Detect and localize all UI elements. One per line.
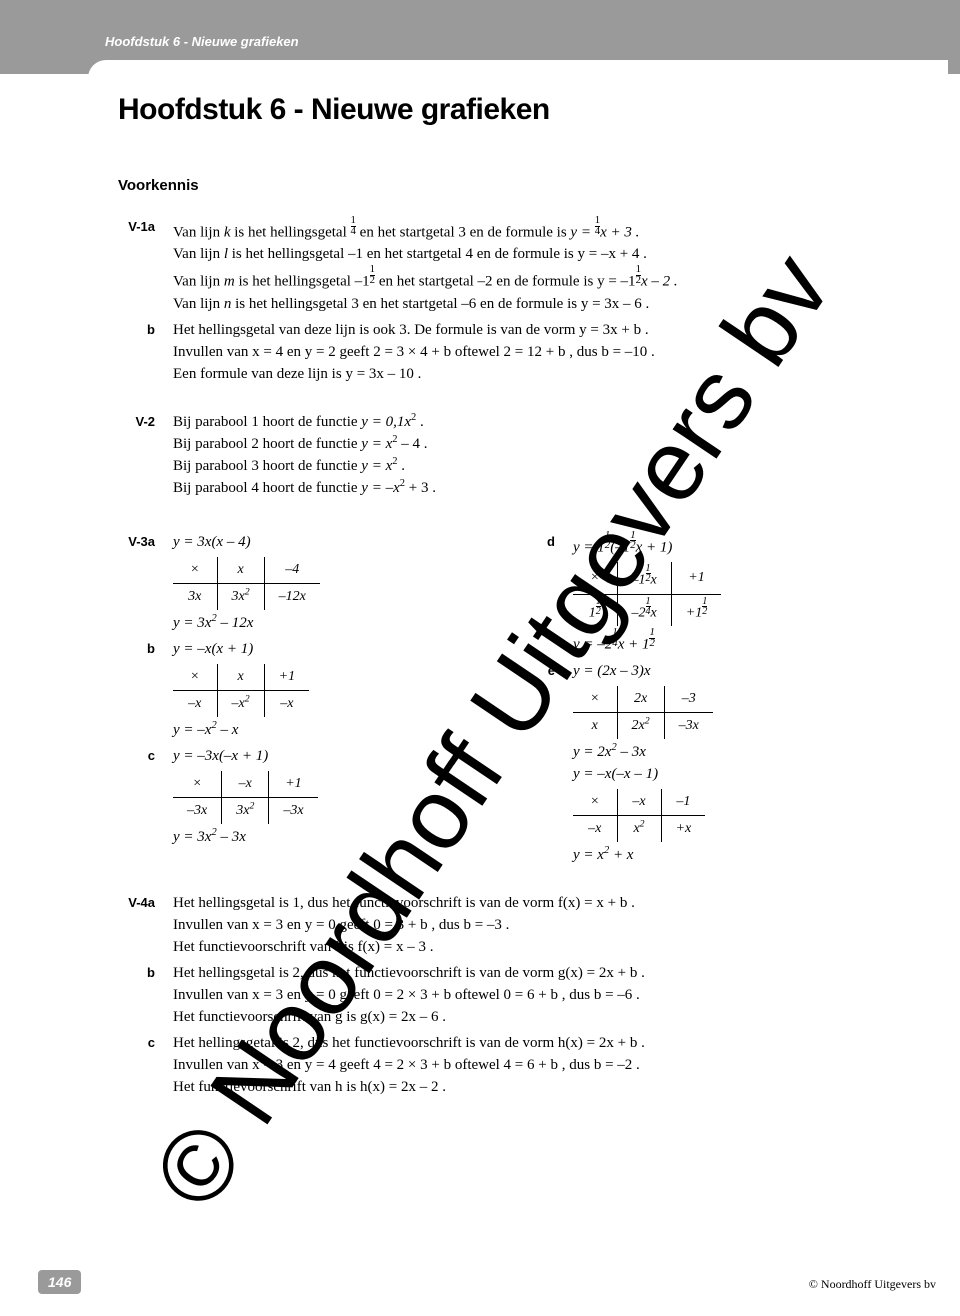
v3c-table: ×–x+1 –3x3x2–3x	[173, 771, 318, 824]
v1a-line3: Van lijn m is het hellingsgetal –112 en …	[173, 265, 918, 292]
v3a-head: y = 3x(x – 4)	[173, 531, 508, 553]
v3b-head: y = –x(x + 1)	[173, 638, 508, 660]
label-v3e: e	[518, 660, 573, 866]
v4b-line3: Het functievoorschrift van g is g(x) = 2…	[173, 1006, 918, 1028]
v3e-table2: ×–x–1 –xx2+x	[573, 789, 705, 842]
body-v4c: Het hellingsgetal is 2, dus het functiev…	[173, 1032, 918, 1098]
v3d-head: y = 112(–112x + 1)	[573, 531, 908, 558]
v3c-result: y = 3x2 – 3x	[173, 826, 508, 848]
body-v1b: Het hellingsgetal van deze lijn is ook 3…	[173, 319, 918, 385]
block-v4c: c Het hellingsgetal is 2, dus het functi…	[118, 1032, 918, 1098]
block-v1a: V-1a Van lijn k is het hellingsgetal 14 …	[118, 216, 918, 315]
section-heading: Voorkennis	[118, 177, 918, 194]
body-v3a: y = 3x(x – 4) ×x–4 3x3x2–12x y = 3x2 – 1…	[173, 531, 518, 634]
v3b-result: y = –x2 – x	[173, 719, 508, 741]
page-number: 146	[38, 1270, 81, 1294]
v3c-head: y = –3x(–x + 1)	[173, 745, 508, 767]
label-v4c: c	[118, 1032, 173, 1098]
body-v3c: y = –3x(–x + 1) ×–x+1 –3x3x2–3x y = 3x2 …	[173, 745, 518, 848]
v3e-extra: y = –x(–x – 1)	[573, 763, 908, 785]
page-title: Hoofdstuk 6 - Nieuwe grafieken	[118, 93, 918, 127]
v3e-result2: y = x2 + x	[573, 844, 908, 866]
label-v1b: b	[118, 319, 173, 385]
v1b-line2: Invullen van x = 4 en y = 2 geeft 2 = 3 …	[173, 341, 918, 363]
v2-line4: Bij parabool 4 hoort de functie y = –x2 …	[173, 477, 918, 499]
label-v4b: b	[118, 962, 173, 1028]
v2-line2: Bij parabool 2 hoort de functie y = x2 –…	[173, 433, 918, 455]
v4c-line2: Invullen van x = 3 en y = 4 geeft 4 = 2 …	[173, 1054, 918, 1076]
label-v2: V-2	[118, 411, 173, 499]
label-v3a: V-3a	[118, 531, 173, 634]
v4c-line3: Het functievoorschrift van h is h(x) = 2…	[173, 1076, 918, 1098]
label-v1a: V-1a	[118, 216, 173, 315]
v4b-line1: Het hellingsgetal is 2, dus het functiev…	[173, 962, 918, 984]
running-head: Hoofdstuk 6 - Nieuwe grafieken	[105, 34, 299, 49]
body-v3e: y = (2x – 3)x ×2x–3 x2x2–3x y = 2x2 – 3x…	[573, 660, 918, 866]
v4a-line2: Invullen van x = 3 en y = 0 geeft 0 = 3 …	[173, 914, 918, 936]
v3d-result: y = –214x + 112	[573, 628, 908, 655]
body-v1a: Van lijn k is het hellingsgetal 14 en he…	[173, 216, 918, 315]
body-v4a: Het hellingsgetal is 1, dus het functiev…	[173, 892, 918, 958]
v4c-line1: Het hellingsgetal is 2, dus het functiev…	[173, 1032, 918, 1054]
label-v3b: b	[118, 638, 173, 741]
v1b-line3: Een formule van deze lijn is y = 3x – 10…	[173, 363, 918, 385]
v4a-line3: Het functievoorschrift van f is f(x) = x…	[173, 936, 918, 958]
v2-line1: Bij parabool 1 hoort de functie y = 0,1x…	[173, 411, 918, 433]
v3e-table: ×2x–3 x2x2–3x	[573, 686, 713, 739]
block-v1b: b Het hellingsgetal van deze lijn is ook…	[118, 319, 918, 385]
v3e-head: y = (2x – 3)x	[573, 660, 908, 682]
v1b-line1: Het hellingsgetal van deze lijn is ook 3…	[173, 319, 918, 341]
body-v2: Bij parabool 1 hoort de functie y = 0,1x…	[173, 411, 918, 499]
block-v4b: b Het hellingsgetal is 2, dus het functi…	[118, 962, 918, 1028]
v3a-result: y = 3x2 – 12x	[173, 612, 508, 634]
v1a-line1: Van lijn k is het hellingsgetal 14 en he…	[173, 216, 918, 243]
block-v3: V-3a y = 3x(x – 4) ×x–4 3x3x2–12x y = 3x…	[118, 531, 918, 870]
v3d-table: × –112x +1 112 –214x +112	[573, 562, 721, 626]
body-v3d: y = 112(–112x + 1) × –112x +1 112 –214x …	[573, 531, 918, 656]
v2-line3: Bij parabool 3 hoort de functie y = x2 .	[173, 455, 918, 477]
label-v3d: d	[518, 531, 573, 656]
v3a-table: ×x–4 3x3x2–12x	[173, 557, 320, 610]
label-v4a: V-4a	[118, 892, 173, 958]
v4b-line2: Invullen van x = 3 en y = 0 geeft 0 = 2 …	[173, 984, 918, 1006]
v3b-table: ×x+1 –x–x2–x	[173, 664, 309, 717]
v3e-result: y = 2x2 – 3x	[573, 741, 908, 763]
block-v4a: V-4a Het hellingsgetal is 1, dus het fun…	[118, 892, 918, 958]
v4a-line1: Het hellingsgetal is 1, dus het functiev…	[173, 892, 918, 914]
body-v4b: Het hellingsgetal is 2, dus het functiev…	[173, 962, 918, 1028]
block-v2: V-2 Bij parabool 1 hoort de functie y = …	[118, 411, 918, 499]
label-v3c: c	[118, 745, 173, 848]
body-v3b: y = –x(x + 1) ×x+1 –x–x2–x y = –x2 – x	[173, 638, 518, 741]
v1a-line4: Van lijn n is het hellingsgetal 3 en het…	[173, 293, 918, 315]
page-body: Hoofdstuk 6 - Nieuwe grafieken Voorkenni…	[88, 60, 948, 1132]
copyright-text: © Noordhoff Uitgevers bv	[809, 1277, 936, 1292]
v1a-line2: Van lijn l is het hellingsgetal –1 en he…	[173, 243, 918, 265]
